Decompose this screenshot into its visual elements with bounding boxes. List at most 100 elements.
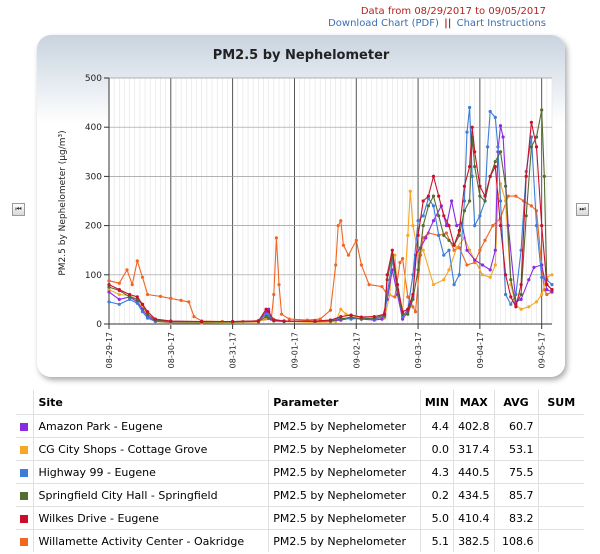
data-point xyxy=(509,278,513,282)
data-point xyxy=(431,204,436,208)
data-point xyxy=(483,194,487,198)
site-cell: Wilkes Drive - Eugene xyxy=(33,506,269,530)
parameter-cell: PM2.5 by Nephelometer xyxy=(268,483,421,507)
data-point xyxy=(318,317,322,321)
data-point xyxy=(519,307,523,311)
data-point xyxy=(493,248,497,252)
data-point xyxy=(426,196,430,201)
data-point xyxy=(514,292,518,297)
data-point xyxy=(501,135,505,139)
data-point xyxy=(478,194,482,198)
data-point xyxy=(130,283,134,287)
series-line xyxy=(108,122,553,323)
data-point xyxy=(398,260,402,265)
data-point xyxy=(457,233,461,237)
data-point xyxy=(473,224,477,228)
data-point xyxy=(406,307,410,311)
series-color-swatch xyxy=(20,537,28,546)
data-point xyxy=(444,231,448,235)
data-point xyxy=(200,319,204,324)
data-point xyxy=(514,305,518,309)
data-point xyxy=(514,194,518,198)
data-point xyxy=(444,224,448,228)
chart-header-info: Data from 08/29/2017 to 09/05/2017 Downl… xyxy=(328,6,546,30)
data-point xyxy=(192,315,196,319)
data-point xyxy=(411,305,415,309)
data-point xyxy=(540,108,544,112)
data-point xyxy=(393,295,397,299)
data-point xyxy=(107,288,111,292)
data-point xyxy=(267,310,271,314)
data-point xyxy=(455,224,459,228)
download-chart-link[interactable]: Download Chart (PDF) xyxy=(328,18,439,29)
data-point xyxy=(468,105,472,110)
data-point xyxy=(491,224,495,228)
data-point xyxy=(442,233,446,237)
data-point xyxy=(465,263,469,267)
data-point xyxy=(524,174,528,178)
sum-cell xyxy=(537,483,584,507)
data-point xyxy=(390,248,394,252)
data-point xyxy=(493,263,497,267)
data-point xyxy=(478,184,482,188)
data-point xyxy=(128,297,132,301)
date-range-text: Data from 08/29/2017 to 09/05/2017 xyxy=(360,6,546,17)
data-point xyxy=(153,317,157,321)
table-row[interactable]: Springfield City Hall - Springfield PM2.… xyxy=(16,483,584,507)
link-separator: || xyxy=(444,18,452,29)
data-point xyxy=(401,312,405,316)
data-point xyxy=(437,194,441,198)
y-tick-label: 400 xyxy=(85,123,102,133)
data-point xyxy=(529,204,533,208)
data-point xyxy=(313,319,317,323)
data-point xyxy=(447,248,451,252)
data-point xyxy=(488,268,492,272)
data-point xyxy=(107,279,111,283)
min-cell: 5.0 xyxy=(419,506,454,530)
data-point xyxy=(264,312,268,316)
chart-instructions-link[interactable]: Chart Instructions xyxy=(456,18,546,29)
previous-period-button[interactable]: ⏮ xyxy=(12,203,25,216)
data-point xyxy=(359,315,363,319)
series-color-swatch xyxy=(20,422,28,431)
data-point xyxy=(406,295,410,299)
data-point xyxy=(388,292,392,297)
data-point xyxy=(158,294,163,298)
data-point xyxy=(442,278,446,282)
series-group xyxy=(107,120,554,324)
data-point xyxy=(287,317,291,321)
table-row[interactable]: Highway 99 - Eugene PM2.5 by Nephelomete… xyxy=(16,460,584,484)
data-point xyxy=(334,263,338,267)
header-max: MAX xyxy=(453,390,495,415)
header-min: MIN xyxy=(419,390,454,415)
data-point xyxy=(117,288,121,292)
data-point xyxy=(504,184,508,188)
data-point xyxy=(411,224,415,228)
data-point xyxy=(437,214,441,218)
data-point xyxy=(498,199,503,203)
data-point xyxy=(493,165,497,169)
table-row[interactable]: Amazon Park - Eugene PM2.5 by Nephelomet… xyxy=(16,414,584,438)
table-row[interactable]: Wilkes Drive - Eugene PM2.5 by Nephelome… xyxy=(16,506,584,530)
data-point xyxy=(468,199,472,203)
data-point xyxy=(462,209,466,213)
header-avg: AVG xyxy=(493,390,539,415)
next-period-button[interactable]: ⏭ xyxy=(576,203,589,216)
parameter-cell: PM2.5 by Nephelometer xyxy=(268,529,421,552)
data-point xyxy=(457,246,461,250)
data-point xyxy=(534,300,539,304)
data-point xyxy=(478,214,482,218)
data-point xyxy=(267,313,271,317)
parameter-cell: PM2.5 by Nephelometer xyxy=(268,460,421,484)
data-point xyxy=(421,214,425,218)
data-point xyxy=(478,248,482,252)
header-swatch xyxy=(16,390,34,415)
data-point xyxy=(140,310,145,314)
data-point xyxy=(380,317,384,321)
table-row[interactable]: Willamette Activity Center - Oakridge PM… xyxy=(16,529,584,552)
y-axis-label: PM2.5 by Nephelometer (µg/m³) xyxy=(58,130,68,275)
data-point xyxy=(107,285,111,289)
data-point xyxy=(498,224,503,228)
data-point xyxy=(282,319,286,323)
table-row[interactable]: CG City Shops - Cottage Grove PM2.5 by N… xyxy=(16,437,584,461)
